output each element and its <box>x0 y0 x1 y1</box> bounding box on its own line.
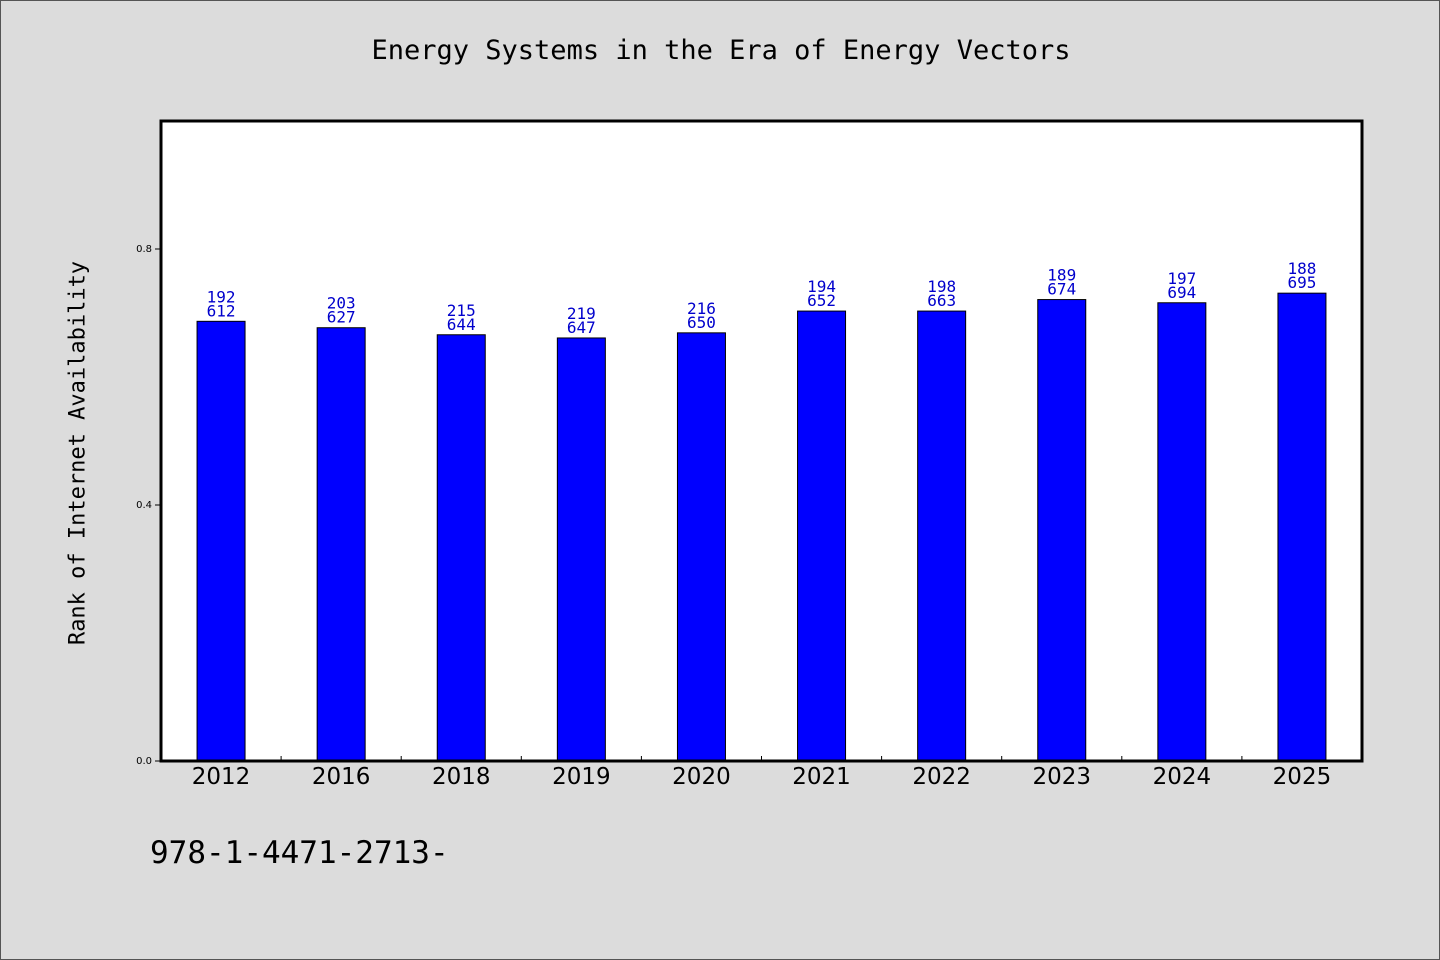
x-tick-label: 2025 <box>1273 764 1332 790</box>
x-tick-label: 2018 <box>432 764 491 790</box>
bar-label-bottom: 674 <box>1047 280 1076 299</box>
bar-label-top: 216 <box>687 299 716 318</box>
bar <box>1277 292 1327 762</box>
bar <box>917 310 967 762</box>
bar-label-top: 215 <box>447 301 476 320</box>
x-tick-label: 2019 <box>552 764 611 790</box>
bar-label-bottom: 612 <box>207 301 236 320</box>
bar <box>1157 302 1207 762</box>
bar-label-bottom: 650 <box>687 313 716 332</box>
x-tick-label: 2023 <box>1032 764 1091 790</box>
bar-label-bottom: 652 <box>807 291 836 310</box>
bar <box>196 320 246 762</box>
x-tick-label: 2012 <box>192 764 251 790</box>
bar <box>436 334 486 762</box>
bar-label-top: 219 <box>567 304 596 323</box>
bar-label-top: 192 <box>207 287 236 306</box>
bar <box>676 332 726 762</box>
chart-title: Energy Systems in the Era of Energy Vect… <box>371 35 1071 66</box>
bar <box>556 337 606 762</box>
x-tick-label: 2021 <box>792 764 851 790</box>
footer-code: 978-1-4471-2713- <box>150 835 449 871</box>
x-tick-label: 2016 <box>312 764 371 790</box>
bar <box>1037 299 1087 762</box>
bar-label-top: 197 <box>1167 269 1196 288</box>
bar-label-bottom: 644 <box>447 315 476 334</box>
bar-label-top: 194 <box>807 277 836 296</box>
bar-label-bottom: 694 <box>1167 283 1196 302</box>
bar-label-top: 189 <box>1047 266 1076 285</box>
bar <box>316 327 366 762</box>
y-tick-label: 0.4 <box>136 500 152 511</box>
bar-label-top: 203 <box>327 294 356 313</box>
bar-label-top: 188 <box>1287 259 1316 278</box>
bar-label-bottom: 663 <box>927 291 956 310</box>
bar-label-bottom: 695 <box>1287 273 1316 292</box>
bar <box>797 310 847 762</box>
bar-label-top: 198 <box>927 277 956 296</box>
plot-frame <box>159 119 1364 763</box>
y-tick-label: 0.8 <box>136 244 152 255</box>
bar-label-bottom: 627 <box>327 308 356 327</box>
x-tick-label: 2022 <box>912 764 971 790</box>
y-tick-label: 0.0 <box>136 756 152 767</box>
x-tick-label: 2024 <box>1153 764 1212 790</box>
bar-label-bottom: 647 <box>567 318 596 337</box>
x-tick-label: 2020 <box>672 764 731 790</box>
